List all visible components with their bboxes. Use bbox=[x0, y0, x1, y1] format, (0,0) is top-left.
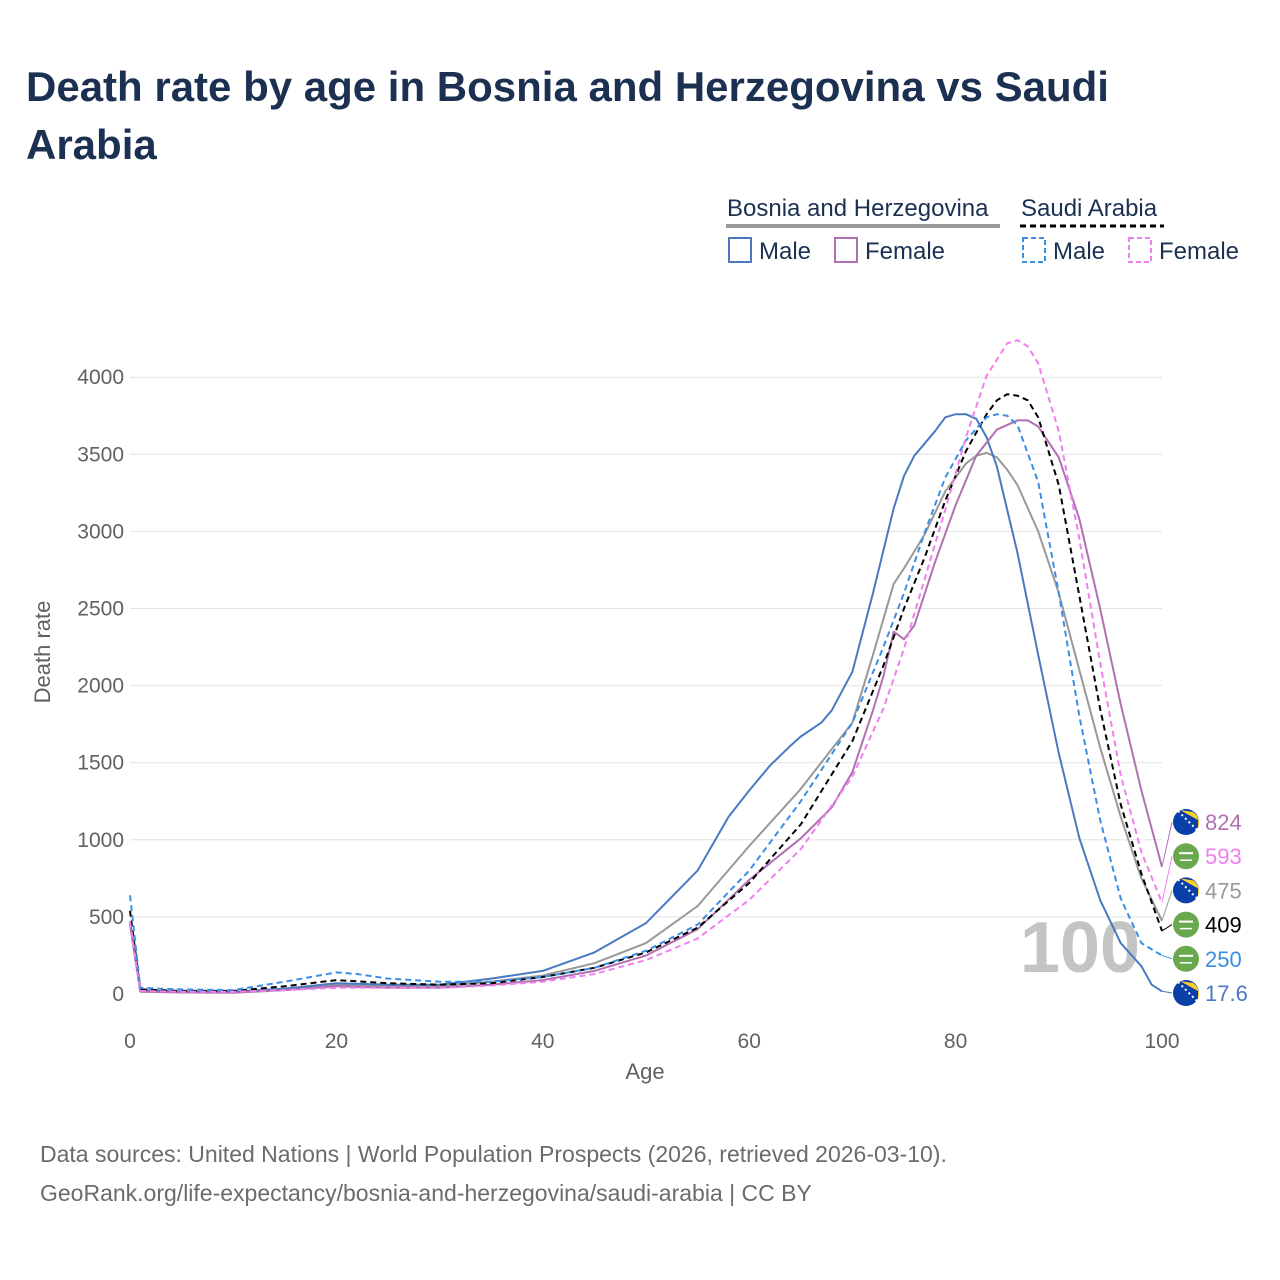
source-line-2[interactable]: GeoRank.org/life-expectancy/bosnia-and-h… bbox=[40, 1180, 812, 1206]
x-tick-label: 80 bbox=[944, 1030, 967, 1053]
source-line-1: Data sources: United Nations | World Pop… bbox=[40, 1141, 947, 1167]
y-tick-label: 0 bbox=[112, 983, 124, 1006]
series-line-saudi-arabia-female[interactable] bbox=[129, 339, 1163, 993]
legend-group-bosnia[interactable]: Bosnia and Herzegovina bbox=[727, 195, 989, 222]
year-watermark: 100 bbox=[1020, 908, 1140, 988]
series-line-saudi-arabia-male[interactable] bbox=[129, 413, 1163, 992]
legend-saudi-male-swatch[interactable] bbox=[1022, 237, 1046, 263]
x-tick-label: 40 bbox=[531, 1030, 554, 1053]
bosnia-flag-icon bbox=[1173, 877, 1200, 904]
bosnia-flag-icon bbox=[1173, 809, 1200, 835]
y-tick-label: 2500 bbox=[77, 598, 124, 621]
legend-bosnia-male-swatch[interactable] bbox=[728, 237, 752, 263]
series-line-bosnia-and-herzegovina-total[interactable] bbox=[129, 451, 1163, 994]
gridlines bbox=[130, 376, 1162, 918]
saudi-flag-icon bbox=[1173, 843, 1199, 870]
legend-bosnia-female-swatch[interactable] bbox=[834, 237, 858, 263]
end-label-bosnia-and-herzegovina-total: 475 bbox=[1205, 878, 1242, 903]
legend-group-saudi[interactable]: Saudi Arabia bbox=[1021, 195, 1158, 222]
end-label-connector bbox=[1161, 821, 1173, 868]
y-tick-label: 3000 bbox=[77, 520, 124, 543]
end-label-saudi-arabia-total: 409 bbox=[1205, 913, 1242, 938]
y-axis-label: Death rate bbox=[30, 601, 55, 704]
y-tick-label: 3500 bbox=[77, 443, 124, 466]
series-line-saudi-arabia-total[interactable] bbox=[129, 393, 1163, 992]
series-lines bbox=[129, 339, 1163, 994]
axis-ticks: 0 500 1000 1500 2000 2500 3000 3500 4000 0 20 40 60 8… bbox=[77, 366, 1179, 1053]
x-axis-label: Age bbox=[625, 1059, 664, 1084]
end-label-connector bbox=[1161, 856, 1173, 903]
chart-title: Death rate by age in Bosnia and Herzegov… bbox=[26, 63, 1109, 168]
legend-saudi-female-label[interactable]: Female bbox=[1159, 238, 1239, 265]
end-label-bosnia-and-herzegovina-female: 824 bbox=[1205, 810, 1242, 835]
y-tick-label: 2000 bbox=[77, 675, 124, 698]
x-tick-label: 60 bbox=[738, 1030, 761, 1053]
x-tick-label: 100 bbox=[1144, 1030, 1179, 1053]
bosnia-flag-icon bbox=[1173, 980, 1200, 1006]
series-line-bosnia-and-herzegovina-male[interactable] bbox=[129, 413, 1163, 993]
y-tick-label: 1000 bbox=[77, 829, 124, 852]
legend-bosnia-female-label[interactable]: Female bbox=[865, 238, 945, 265]
end-label-connector bbox=[1161, 954, 1173, 960]
end-labels: 824 593 475 409 250 17.6 bbox=[1161, 809, 1248, 1006]
legend-saudi-male-label[interactable]: Male bbox=[1053, 238, 1105, 265]
saudi-flag-icon bbox=[1173, 945, 1199, 972]
x-tick-label: 20 bbox=[325, 1030, 348, 1053]
y-tick-label: 500 bbox=[89, 906, 124, 929]
y-tick-label: 4000 bbox=[77, 366, 124, 389]
legend-saudi-female-swatch[interactable] bbox=[1128, 237, 1152, 263]
end-label-connector bbox=[1161, 890, 1173, 921]
y-tick-label: 1500 bbox=[77, 752, 124, 775]
legend-bosnia-male-label[interactable]: Male bbox=[759, 238, 811, 265]
end-label-saudi-arabia-female: 593 bbox=[1205, 844, 1242, 869]
end-label-saudi-arabia-male: 250 bbox=[1205, 947, 1242, 972]
legend: Bosnia and Herzegovina Saudi Arabia Male… bbox=[726, 195, 1239, 265]
end-label-connector bbox=[1161, 924, 1173, 932]
end-label-bosnia-and-herzegovina-male: 17.6 bbox=[1205, 981, 1248, 1006]
end-label-connector bbox=[1161, 990, 1173, 994]
x-tick-label: 0 bbox=[124, 1030, 136, 1053]
saudi-flag-icon bbox=[1173, 911, 1199, 938]
